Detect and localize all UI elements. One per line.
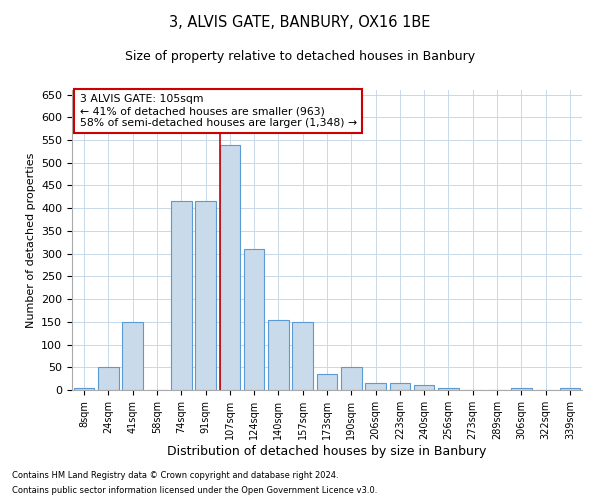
Bar: [268, 320, 289, 390]
Bar: [244, 249, 265, 390]
Bar: [220, 144, 240, 390]
Bar: [511, 388, 532, 390]
Bar: [438, 388, 459, 390]
Text: Contains public sector information licensed under the Open Government Licence v3: Contains public sector information licen…: [12, 486, 377, 495]
X-axis label: Distribution of detached houses by size in Banbury: Distribution of detached houses by size …: [167, 444, 487, 458]
Text: 3 ALVIS GATE: 105sqm
← 41% of detached houses are smaller (963)
58% of semi-deta: 3 ALVIS GATE: 105sqm ← 41% of detached h…: [80, 94, 357, 128]
Bar: [98, 368, 119, 390]
Bar: [414, 386, 434, 390]
Bar: [171, 202, 191, 390]
Bar: [560, 388, 580, 390]
Bar: [195, 202, 216, 390]
Text: Contains HM Land Registry data © Crown copyright and database right 2024.: Contains HM Land Registry data © Crown c…: [12, 471, 338, 480]
Bar: [317, 374, 337, 390]
Text: 3, ALVIS GATE, BANBURY, OX16 1BE: 3, ALVIS GATE, BANBURY, OX16 1BE: [169, 15, 431, 30]
Bar: [365, 383, 386, 390]
Bar: [74, 388, 94, 390]
Bar: [341, 368, 362, 390]
Bar: [292, 322, 313, 390]
Bar: [122, 322, 143, 390]
Y-axis label: Number of detached properties: Number of detached properties: [26, 152, 35, 328]
Text: Size of property relative to detached houses in Banbury: Size of property relative to detached ho…: [125, 50, 475, 63]
Bar: [389, 383, 410, 390]
